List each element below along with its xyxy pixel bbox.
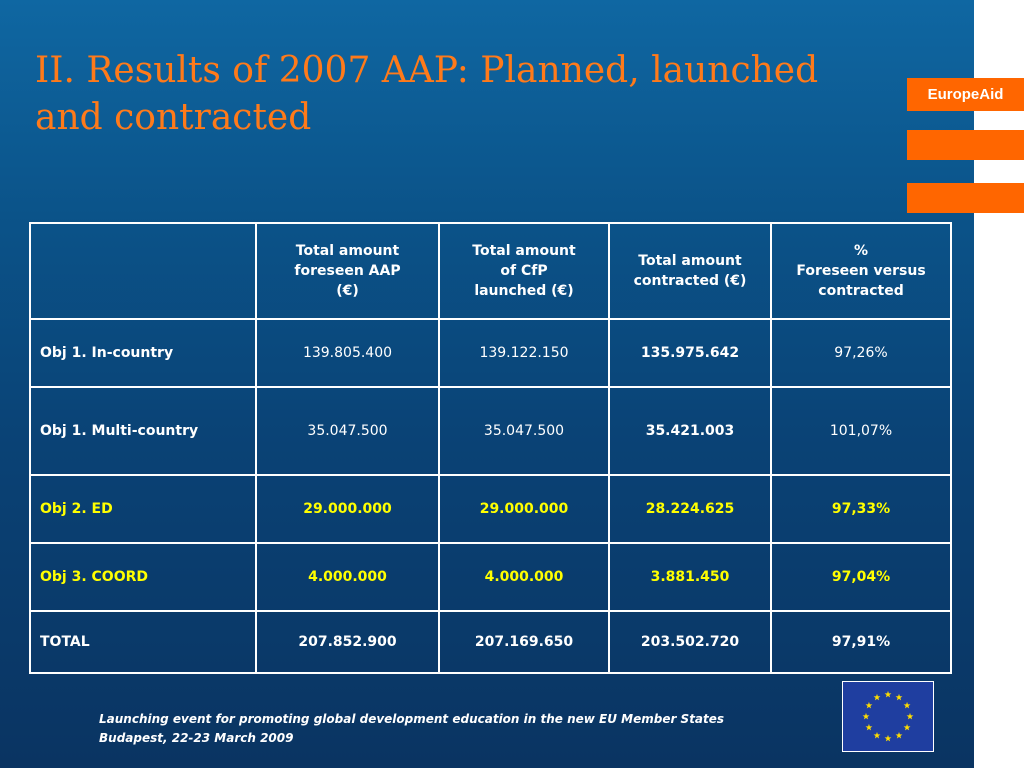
footer: Launching event for promoting global dev… <box>99 710 724 747</box>
flag-star <box>884 734 892 742</box>
cell-contracted: 203.502.720 <box>608 610 772 674</box>
table-row: Obj 1. In-country 139.805.400 139.122.15… <box>29 318 952 388</box>
table-row-total: TOTAL 207.852.900 207.169.650 203.502.72… <box>29 610 952 674</box>
row-label: TOTAL <box>29 610 257 674</box>
table-row: Obj 1. Multi-country 35.047.500 35.047.5… <box>29 386 952 476</box>
row-label: Obj 1. In-country <box>29 318 257 388</box>
header-contracted: Total amount contracted (€) <box>608 222 772 320</box>
row-label: Obj 1. Multi-country <box>29 386 257 476</box>
flag-star <box>865 701 873 709</box>
row-label: Obj 3. COORD <box>29 542 257 612</box>
page-title: II. Results of 2007 AAP: Planned, launch… <box>35 50 819 138</box>
header-percent: % Foreseen versus contracted <box>770 222 952 320</box>
cell-percent: 97,33% <box>770 474 952 544</box>
eu-flag-icon <box>842 681 934 752</box>
flag-star <box>873 693 881 701</box>
cell-contracted: 28.224.625 <box>608 474 772 544</box>
cell-foreseen: 207.852.900 <box>255 610 440 674</box>
cell-launched: 29.000.000 <box>438 474 610 544</box>
cell-contracted: 35.421.003 <box>608 386 772 476</box>
cell-percent: 97,91% <box>770 610 952 674</box>
flag-star <box>865 723 873 731</box>
header-launched: Total amount of CfP launched (€) <box>438 222 610 320</box>
cell-percent: 97,04% <box>770 542 952 612</box>
flag-star <box>895 693 903 701</box>
table-header-row: Total amount foreseen AAP (€) Total amou… <box>29 222 952 320</box>
cell-foreseen: 35.047.500 <box>255 386 440 476</box>
cell-foreseen: 29.000.000 <box>255 474 440 544</box>
header-cell-empty <box>29 222 257 320</box>
eu-stars <box>862 690 914 742</box>
header-foreseen: Total amount foreseen AAP (€) <box>255 222 440 320</box>
flag-star <box>884 690 892 698</box>
flag-star <box>903 723 911 731</box>
cell-launched: 4.000.000 <box>438 542 610 612</box>
cell-percent: 97,26% <box>770 318 952 388</box>
right-white-bar <box>974 0 1024 768</box>
cell-launched: 139.122.150 <box>438 318 610 388</box>
europeaid-logo: EuropeAid <box>907 78 1024 111</box>
flag-star <box>862 712 870 720</box>
cell-contracted: 135.975.642 <box>608 318 772 388</box>
orange-bar-2 <box>907 183 1024 213</box>
cell-launched: 35.047.500 <box>438 386 610 476</box>
cell-foreseen: 4.000.000 <box>255 542 440 612</box>
flag-star <box>895 731 903 739</box>
row-label: Obj 2. ED <box>29 474 257 544</box>
footer-date-line: Budapest, 22-23 March 2009 <box>99 730 294 745</box>
cell-launched: 207.169.650 <box>438 610 610 674</box>
table-row: Obj 2. ED 29.000.000 29.000.000 28.224.6… <box>29 474 952 544</box>
flag-star <box>903 701 911 709</box>
flag-star <box>873 731 881 739</box>
flag-star <box>906 712 914 720</box>
cell-foreseen: 139.805.400 <box>255 318 440 388</box>
results-table: Total amount foreseen AAP (€) Total amou… <box>29 222 952 674</box>
table-row: Obj 3. COORD 4.000.000 4.000.000 3.881.4… <box>29 542 952 612</box>
footer-event-line: Launching event for promoting global dev… <box>99 712 725 726</box>
cell-contracted: 3.881.450 <box>608 542 772 612</box>
orange-bar-1 <box>907 130 1024 160</box>
cell-percent: 101,07% <box>770 386 952 476</box>
